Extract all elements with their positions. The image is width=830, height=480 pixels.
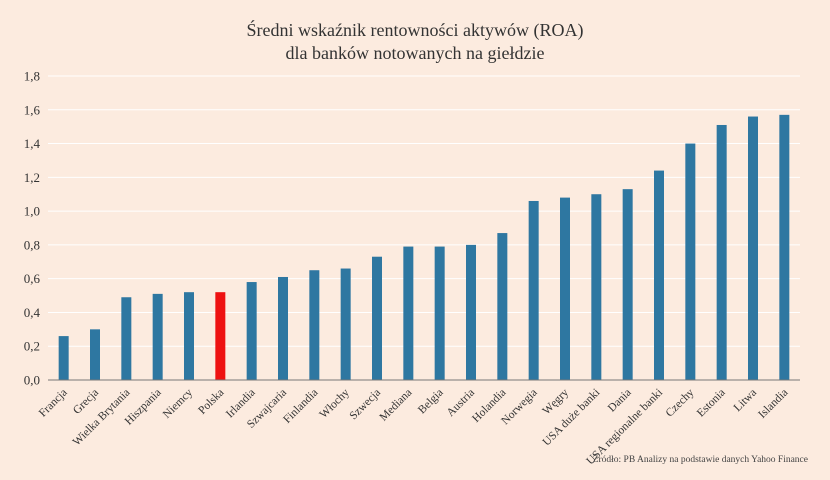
source-note: Źródło: PB Analizy na podstawie danych Y… bbox=[593, 453, 808, 465]
bar bbox=[340, 268, 351, 380]
bar bbox=[278, 276, 288, 380]
y-axis-ticks: 0,0 0,2 0,4 0,6 0,8 1,0 1,2 1,4 1,6 1,8 bbox=[24, 69, 41, 388]
bar bbox=[184, 292, 194, 380]
y-tick-label: 1,2 bbox=[24, 170, 40, 185]
bar bbox=[121, 297, 132, 380]
bar bbox=[779, 114, 790, 380]
bar bbox=[403, 246, 414, 380]
bar bbox=[372, 256, 382, 380]
bar bbox=[497, 233, 508, 380]
y-tick-label: 1,6 bbox=[24, 102, 41, 117]
bar bbox=[528, 200, 539, 380]
y-tick-label: 0,4 bbox=[24, 305, 41, 320]
chart-title-line1: Średni wskaźnik rentowności aktywów (ROA… bbox=[247, 19, 584, 41]
bar bbox=[716, 124, 727, 380]
y-tick-label: 1,8 bbox=[24, 69, 40, 84]
gridlines bbox=[48, 75, 800, 347]
bars bbox=[58, 114, 790, 381]
bar bbox=[309, 270, 320, 380]
bar bbox=[591, 194, 602, 380]
bar bbox=[90, 329, 100, 380]
bar bbox=[748, 116, 758, 381]
y-tick-label: 0,0 bbox=[24, 373, 40, 388]
bar bbox=[434, 246, 445, 380]
y-tick-label: 0,8 bbox=[24, 237, 40, 252]
bar bbox=[152, 293, 163, 380]
bar bbox=[654, 170, 664, 380]
bar bbox=[560, 197, 570, 380]
bar bbox=[215, 292, 226, 380]
y-tick-label: 0,6 bbox=[24, 271, 41, 286]
bar bbox=[685, 143, 696, 380]
bar bbox=[58, 336, 69, 380]
y-tick-label: 1,0 bbox=[24, 204, 40, 219]
bar bbox=[246, 282, 257, 380]
bar bbox=[622, 189, 633, 380]
y-tick-label: 1,4 bbox=[24, 136, 41, 151]
bar bbox=[466, 244, 476, 380]
y-tick-label: 0,2 bbox=[24, 339, 40, 354]
chart-title-line2: dla banków notowanych na giełdzie bbox=[286, 43, 545, 63]
